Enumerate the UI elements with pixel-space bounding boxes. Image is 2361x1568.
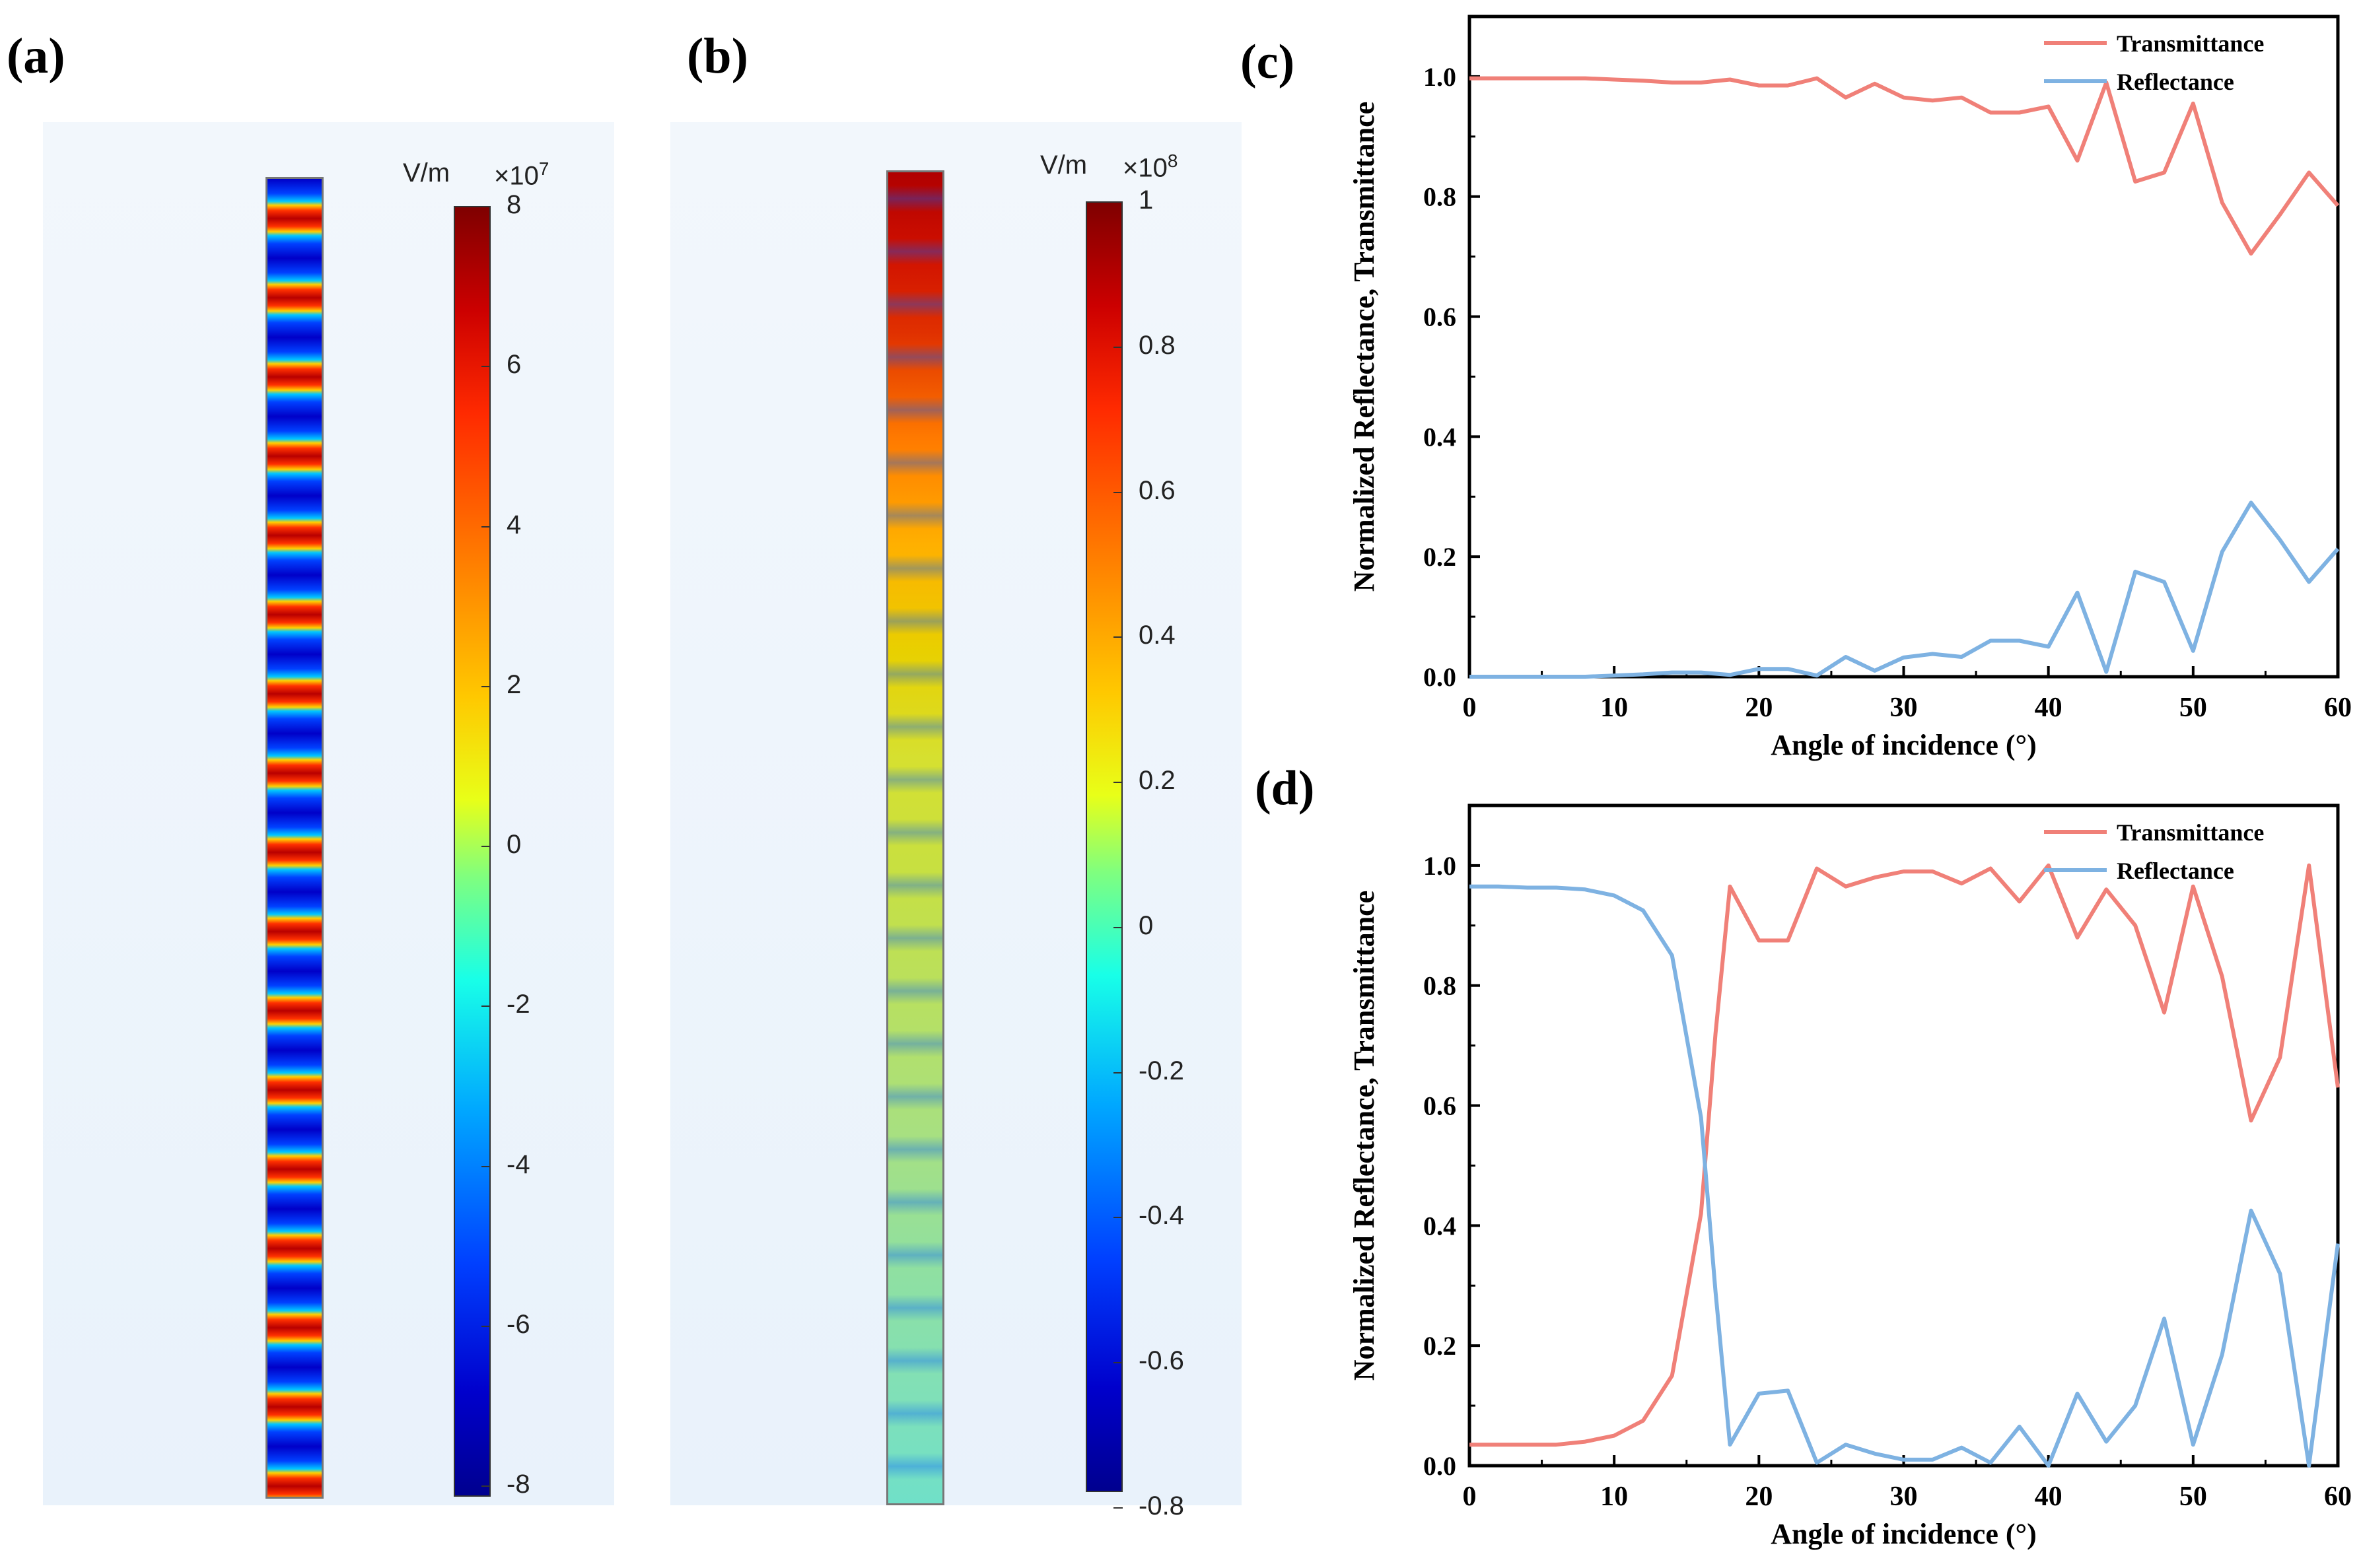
chart-d-panel-label: (d) <box>1255 761 1314 815</box>
chart-c-x-tick-label: 20 <box>1745 693 1773 723</box>
panel-a-tick-label: -2 <box>507 990 530 1019</box>
panel-b-label: (b) <box>687 28 748 84</box>
chart-d-x-tick-label: 20 <box>1745 1482 1773 1512</box>
panel-b-tick-label: 0.4 <box>1139 621 1176 650</box>
chart-d-x-tick-label: 40 <box>2035 1482 2062 1512</box>
chart-c-y-axis-label: Normalized Reflectance, Transmittance <box>1348 102 1380 592</box>
panel-b-colorbar <box>1086 201 1123 1492</box>
panel-a-field-strip <box>265 177 324 1499</box>
panel-b-tick-mark <box>1113 346 1123 348</box>
chart-c-x-tick-label: 50 <box>2179 693 2207 723</box>
panel-a-tick-mark <box>481 366 491 368</box>
panel-b-tick-label: 1 <box>1139 186 1154 215</box>
panel-a-tick-mark <box>481 846 491 847</box>
panel-a-tick-label: 6 <box>507 350 522 380</box>
panel-a-unit: V/m <box>403 158 450 187</box>
panel-b-tick-label: -0.6 <box>1139 1346 1184 1376</box>
chart-d-y-tick-label: 0.8 <box>1423 971 1456 1001</box>
chart-c-panel-label: (c) <box>1240 35 1294 89</box>
chart-c: (c) 0 10 20 30 40 50 60 0.0 0.2 0.4 0.6 0.8 1.0 Angle … <box>1240 15 2352 761</box>
panel-b-tick-label: 0.2 <box>1139 766 1176 796</box>
chart-d-y-tick-label: 0.2 <box>1423 1331 1456 1361</box>
chart-d-y-tick-label: 0.6 <box>1423 1091 1456 1121</box>
panel-a-tick-mark <box>481 1485 491 1487</box>
chart-c-y-tick-label: 0.8 <box>1423 182 1456 212</box>
panel-b-tick-label: 0 <box>1139 910 1154 940</box>
chart-c-y-tick-label: 0.2 <box>1423 542 1456 572</box>
chart-c-frame <box>1467 15 2340 679</box>
chart-c-x-tick-label: 60 <box>2324 693 2352 723</box>
chart-c-series-transmittance <box>1469 76 2340 256</box>
panel-a-tick-label: 4 <box>507 510 522 539</box>
chart-c-x-tick-label: 0 <box>1463 693 1477 723</box>
panel-b-multiplier: ×108 <box>1123 151 1178 183</box>
panel-b-tick-mark <box>1113 491 1123 493</box>
chart-d-legend-label: Transmittance <box>2117 819 2264 846</box>
panel-a-tick-mark <box>481 1325 491 1327</box>
panel-b-field-strip <box>886 170 944 1505</box>
chart-d-frame <box>1467 803 2340 1468</box>
chart-c-y-tick-label: 0.4 <box>1423 422 1456 452</box>
chart-d-x-tick-label: 30 <box>1890 1482 1918 1512</box>
panel-b-unit: V/m <box>1040 151 1088 180</box>
chart-c-x-tick-label: 40 <box>2035 693 2062 723</box>
panel-b-tick-label: -0.2 <box>1139 1056 1184 1085</box>
panel-b-tick-label: 0.8 <box>1139 330 1176 360</box>
panel-a-tick-label: 2 <box>507 669 522 699</box>
panel-a-colorbar <box>454 206 491 1497</box>
panel-b-tick-label: -0.8 <box>1139 1491 1184 1521</box>
panel-a-tick-label: -6 <box>507 1309 530 1339</box>
chart-d-y-tick-label: 1.0 <box>1423 851 1456 881</box>
chart-c-x-tick-label: 10 <box>1600 693 1628 723</box>
chart-d-y-axis-label: Normalized Reflectance, Transmittance <box>1348 891 1380 1381</box>
panel-a-multiplier: ×107 <box>494 158 549 191</box>
panel-a-tick-mark <box>481 206 491 207</box>
panel-b-tick-mark <box>1113 1072 1123 1074</box>
panel-a-tick-mark <box>481 1006 491 1007</box>
panel-b-tick-mark <box>1113 201 1123 203</box>
chart-d-y-tick-label: 0.0 <box>1423 1451 1456 1481</box>
panel-a-label: (a) <box>7 28 65 84</box>
chart-d-series-transmittance <box>1469 863 2340 1447</box>
panel-a-tick-label: 8 <box>507 190 522 219</box>
panel-b-background <box>670 122 1242 1505</box>
panel-a-tick-mark <box>481 685 491 687</box>
chart-c-y-tick-label: 0.6 <box>1423 302 1456 332</box>
chart-c-legend-label: Transmittance <box>2117 30 2264 57</box>
chart-c-y-tick-label: 0.0 <box>1423 662 1456 692</box>
panel-b-tick-label: -0.4 <box>1139 1201 1184 1231</box>
panel-a-tick-mark <box>481 1165 491 1167</box>
chart-c-series-reflectance <box>1469 500 2340 679</box>
panel-b-tick-mark <box>1113 926 1123 928</box>
chart-d-series-reflectance <box>1469 884 2340 1468</box>
chart-d: (d) 0 10 20 30 40 50 60 0.0 0.2 0.4 0.6 0.8 1.0 Angle … <box>1255 761 2352 1550</box>
panel-b-tick-mark <box>1113 1362 1123 1364</box>
chart-d-x-tick-label: 0 <box>1463 1482 1477 1512</box>
chart-c-x-tick-label: 30 <box>1890 693 1918 723</box>
panel-a-tick-mark <box>481 526 491 528</box>
chart-c-x-axis-label: Angle of incidence (°) <box>1771 729 2037 761</box>
chart-d-legend-label: Reflectance <box>2117 858 2234 884</box>
chart-d-x-tick-label: 50 <box>2179 1482 2207 1512</box>
chart-d-x-tick-label: 10 <box>1600 1482 1628 1512</box>
panel-b-tick-mark <box>1113 1217 1123 1219</box>
panel-b-tick-label: 0.6 <box>1139 475 1176 505</box>
chart-c-y-tick-label: 1.0 <box>1423 62 1456 92</box>
panel-a-tick-label: 0 <box>507 830 522 859</box>
chart-d-y-tick-label: 0.4 <box>1423 1211 1456 1241</box>
panel-b-tick-mark <box>1113 1507 1123 1509</box>
panel-b-tick-mark <box>1113 636 1123 638</box>
chart-d-x-tick-label: 60 <box>2324 1482 2352 1512</box>
chart-d-x-axis-label: Angle of incidence (°) <box>1771 1518 2037 1550</box>
panel-a-tick-label: -4 <box>507 1149 530 1179</box>
panel-a-background <box>43 122 614 1505</box>
panel-a-tick-label: -8 <box>507 1470 530 1499</box>
chart-c-legend-label: Reflectance <box>2117 69 2234 95</box>
panel-b-tick-mark <box>1113 782 1123 784</box>
